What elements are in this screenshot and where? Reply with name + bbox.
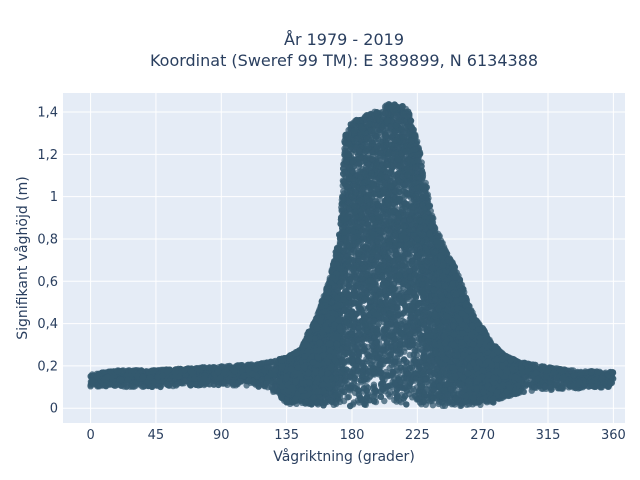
scatter-points (87, 101, 617, 410)
chart-title-line1: År 1979 - 2019 (284, 30, 404, 49)
chart-title-line2: Koordinat (Sweref 99 TM): E 389899, N 61… (150, 51, 538, 70)
